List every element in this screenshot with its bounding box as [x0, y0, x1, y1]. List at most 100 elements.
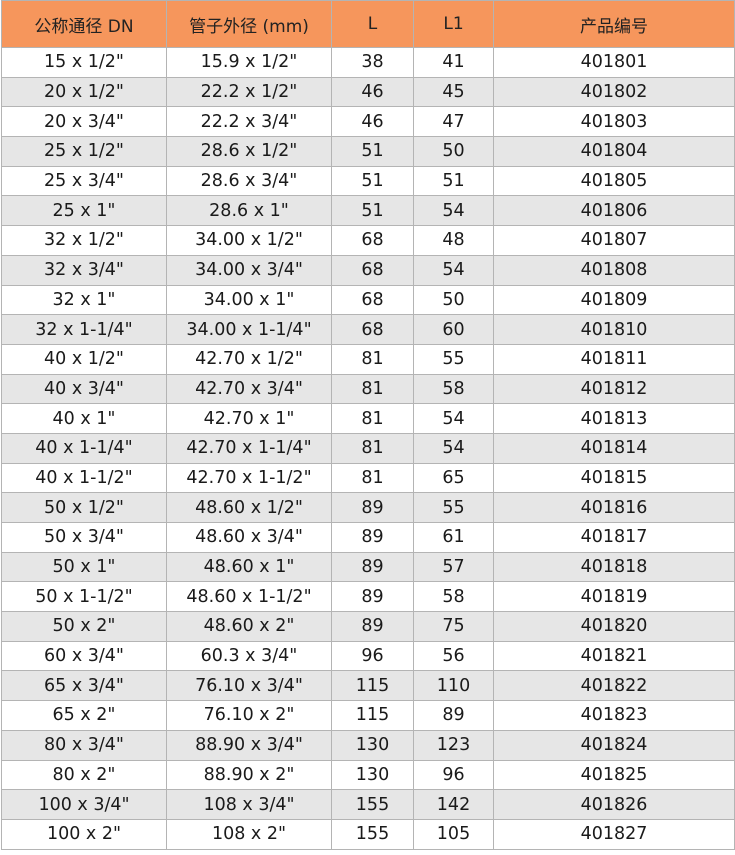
- cell-outer-diameter: 34.00 x 1": [166, 284, 332, 316]
- cell-outer-diameter: 34.00 x 1-1/4": [166, 314, 332, 345]
- cell-dn: 32 x 1-1/4": [1, 314, 167, 345]
- cell-product-code: 401812: [493, 373, 735, 405]
- cell-outer-diameter: 48.60 x 3/4": [166, 522, 332, 553]
- cell-l: 89: [331, 581, 414, 613]
- table-row: 80 x 3/4" 88.90 x 3/4" 130 123 401824: [1, 729, 735, 761]
- cell-l: 115: [331, 670, 414, 702]
- table-body: 15 x 1/2" 15.9 x 1/2" 38 41 401801 20 x 1/2" 2…: [1, 47, 735, 850]
- cell-product-code: 401822: [493, 670, 735, 702]
- cell-dn: 80 x 2": [1, 759, 167, 791]
- cell-product-code: 401810: [493, 314, 735, 345]
- cell-l: 68: [331, 284, 414, 316]
- table-row: 20 x 1/2" 22.2 x 1/2" 46 45 401802: [1, 76, 735, 108]
- cell-product-code: 401808: [493, 254, 735, 286]
- cell-l: 51: [331, 195, 414, 227]
- cell-l1: 142: [413, 789, 494, 820]
- cell-l1: 55: [413, 343, 494, 375]
- table-row: 25 x 1" 28.6 x 1" 51 54 401806: [1, 195, 735, 227]
- cell-outer-diameter: 15.9 x 1/2": [166, 47, 332, 78]
- cell-l: 81: [331, 432, 414, 464]
- cell-dn: 40 x 1-1/2": [1, 462, 167, 494]
- header-row: 公称通径 DN 管子外径 (mm) L L1 产品编号: [1, 0, 735, 48]
- cell-l1: 61: [413, 522, 494, 553]
- cell-l1: 96: [413, 759, 494, 791]
- cell-l: 46: [331, 76, 414, 108]
- cell-outer-diameter: 48.60 x 1-1/2": [166, 581, 332, 613]
- cell-dn: 100 x 2": [1, 818, 167, 850]
- table-row: 40 x 1" 42.70 x 1" 81 54 401813: [1, 403, 735, 434]
- header-l1: L1: [413, 0, 494, 48]
- cell-dn: 32 x 1/2": [1, 225, 167, 256]
- cell-outer-diameter: 22.2 x 3/4": [166, 106, 332, 138]
- table-row: 50 x 3/4" 48.60 x 3/4" 89 61 401817: [1, 522, 735, 553]
- table-row: 15 x 1/2" 15.9 x 1/2" 38 41 401801: [1, 47, 735, 78]
- cell-outer-diameter: 42.70 x 3/4": [166, 373, 332, 405]
- cell-l: 89: [331, 492, 414, 523]
- cell-outer-diameter: 108 x 3/4": [166, 789, 332, 820]
- cell-product-code: 401813: [493, 403, 735, 434]
- cell-l: 81: [331, 343, 414, 375]
- table-row: 80 x 2" 88.90 x 2" 130 96 401825: [1, 759, 735, 791]
- cell-outer-diameter: 22.2 x 1/2": [166, 76, 332, 108]
- table-row: 100 x 3/4" 108 x 3/4" 155 142 401826: [1, 789, 735, 820]
- table-row: 40 x 1-1/2" 42.70 x 1-1/2" 81 65 401815: [1, 462, 735, 494]
- cell-outer-diameter: 48.60 x 1": [166, 551, 332, 583]
- cell-l1: 58: [413, 373, 494, 405]
- cell-l: 115: [331, 700, 414, 731]
- cell-l: 81: [331, 403, 414, 434]
- cell-outer-diameter: 48.60 x 1/2": [166, 492, 332, 523]
- cell-product-code: 401804: [493, 136, 735, 167]
- table-row: 20 x 3/4" 22.2 x 3/4" 46 47 401803: [1, 106, 735, 138]
- cell-l1: 56: [413, 640, 494, 672]
- cell-product-code: 401801: [493, 47, 735, 78]
- cell-l1: 89: [413, 700, 494, 731]
- cell-dn: 65 x 3/4": [1, 670, 167, 702]
- cell-outer-diameter: 28.6 x 3/4": [166, 165, 332, 197]
- cell-product-code: 401823: [493, 700, 735, 731]
- cell-dn: 65 x 2": [1, 700, 167, 731]
- table-row: 50 x 1" 48.60 x 1" 89 57 401818: [1, 551, 735, 583]
- cell-l1: 48: [413, 225, 494, 256]
- cell-outer-diameter: 34.00 x 1/2": [166, 225, 332, 256]
- cell-dn: 100 x 3/4": [1, 789, 167, 820]
- cell-product-code: 401805: [493, 165, 735, 197]
- cell-outer-diameter: 28.6 x 1/2": [166, 136, 332, 167]
- cell-l1: 105: [413, 818, 494, 850]
- cell-dn: 32 x 3/4": [1, 254, 167, 286]
- cell-dn: 80 x 3/4": [1, 729, 167, 761]
- cell-l1: 57: [413, 551, 494, 583]
- cell-product-code: 401802: [493, 76, 735, 108]
- cell-product-code: 401816: [493, 492, 735, 523]
- header-dn: 公称通径 DN: [1, 0, 167, 48]
- cell-l1: 54: [413, 195, 494, 227]
- cell-l: 130: [331, 729, 414, 761]
- cell-outer-diameter: 108 x 2": [166, 818, 332, 850]
- cell-l1: 45: [413, 76, 494, 108]
- cell-outer-diameter: 88.90 x 3/4": [166, 729, 332, 761]
- table-row: 65 x 2" 76.10 x 2" 115 89 401823: [1, 700, 735, 731]
- cell-outer-diameter: 48.60 x 2": [166, 611, 332, 642]
- cell-product-code: 401815: [493, 462, 735, 494]
- cell-dn: 50 x 1": [1, 551, 167, 583]
- cell-l: 89: [331, 551, 414, 583]
- cell-l: 68: [331, 225, 414, 256]
- cell-l: 81: [331, 462, 414, 494]
- cell-outer-diameter: 76.10 x 2": [166, 700, 332, 731]
- cell-product-code: 401811: [493, 343, 735, 375]
- cell-l: 96: [331, 640, 414, 672]
- cell-product-code: 401820: [493, 611, 735, 642]
- cell-dn: 40 x 1/2": [1, 343, 167, 375]
- header-outer-diameter: 管子外径 (mm): [166, 0, 332, 48]
- cell-dn: 15 x 1/2": [1, 47, 167, 78]
- cell-dn: 25 x 1/2": [1, 136, 167, 167]
- cell-outer-diameter: 76.10 x 3/4": [166, 670, 332, 702]
- cell-l: 51: [331, 136, 414, 167]
- table-row: 32 x 3/4" 34.00 x 3/4" 68 54 401808: [1, 254, 735, 286]
- cell-l1: 110: [413, 670, 494, 702]
- cell-dn: 50 x 2": [1, 611, 167, 642]
- cell-l: 46: [331, 106, 414, 138]
- cell-product-code: 401821: [493, 640, 735, 672]
- cell-outer-diameter: 28.6 x 1": [166, 195, 332, 227]
- cell-product-code: 401817: [493, 522, 735, 553]
